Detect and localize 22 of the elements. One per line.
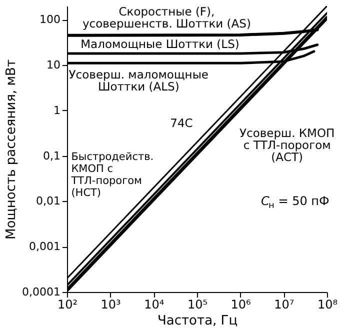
series-label: Усоверш. маломощные Шоттки (ALS) <box>68 67 208 94</box>
y-tick-label: 0,01 <box>36 194 60 208</box>
y-tick-label: 0,0001 <box>22 286 60 298</box>
y-tick-label: 100 <box>40 13 60 26</box>
x-axis-title: Частота, Гц <box>157 314 238 328</box>
y-tick-label: 1 <box>54 104 60 117</box>
y-tick-label: 0,1 <box>43 149 60 162</box>
x-tick-label: 10⁵ <box>187 298 208 312</box>
series-label: Усоверш. КМОП с ТТЛ-порогом (АСТ) <box>240 126 335 164</box>
y-tick-label: 0,001 <box>29 240 60 254</box>
y-tick-label: 10 <box>46 58 60 72</box>
series-label: Маломощные Шоттки (LS) <box>80 36 240 51</box>
x-tick-label: 10⁷ <box>274 298 294 312</box>
x-tick-label: 10⁸ <box>317 298 338 312</box>
y-axis-title: Мощность рассеяния, мВт <box>4 59 20 240</box>
series-label: Скоростные (F), усовершенств. Шоттки (AS) <box>82 4 251 31</box>
x-tick-label: 10⁴ <box>144 298 164 312</box>
x-tick-label: 10⁶ <box>230 298 252 312</box>
series-label: Быстродейств. КМОП с ТТЛ-порогом (НСТ) <box>70 151 154 200</box>
x-tick-label: 10³ <box>100 298 122 312</box>
x-tick-label: 10² <box>57 298 78 312</box>
series-label: 74C <box>170 116 193 130</box>
